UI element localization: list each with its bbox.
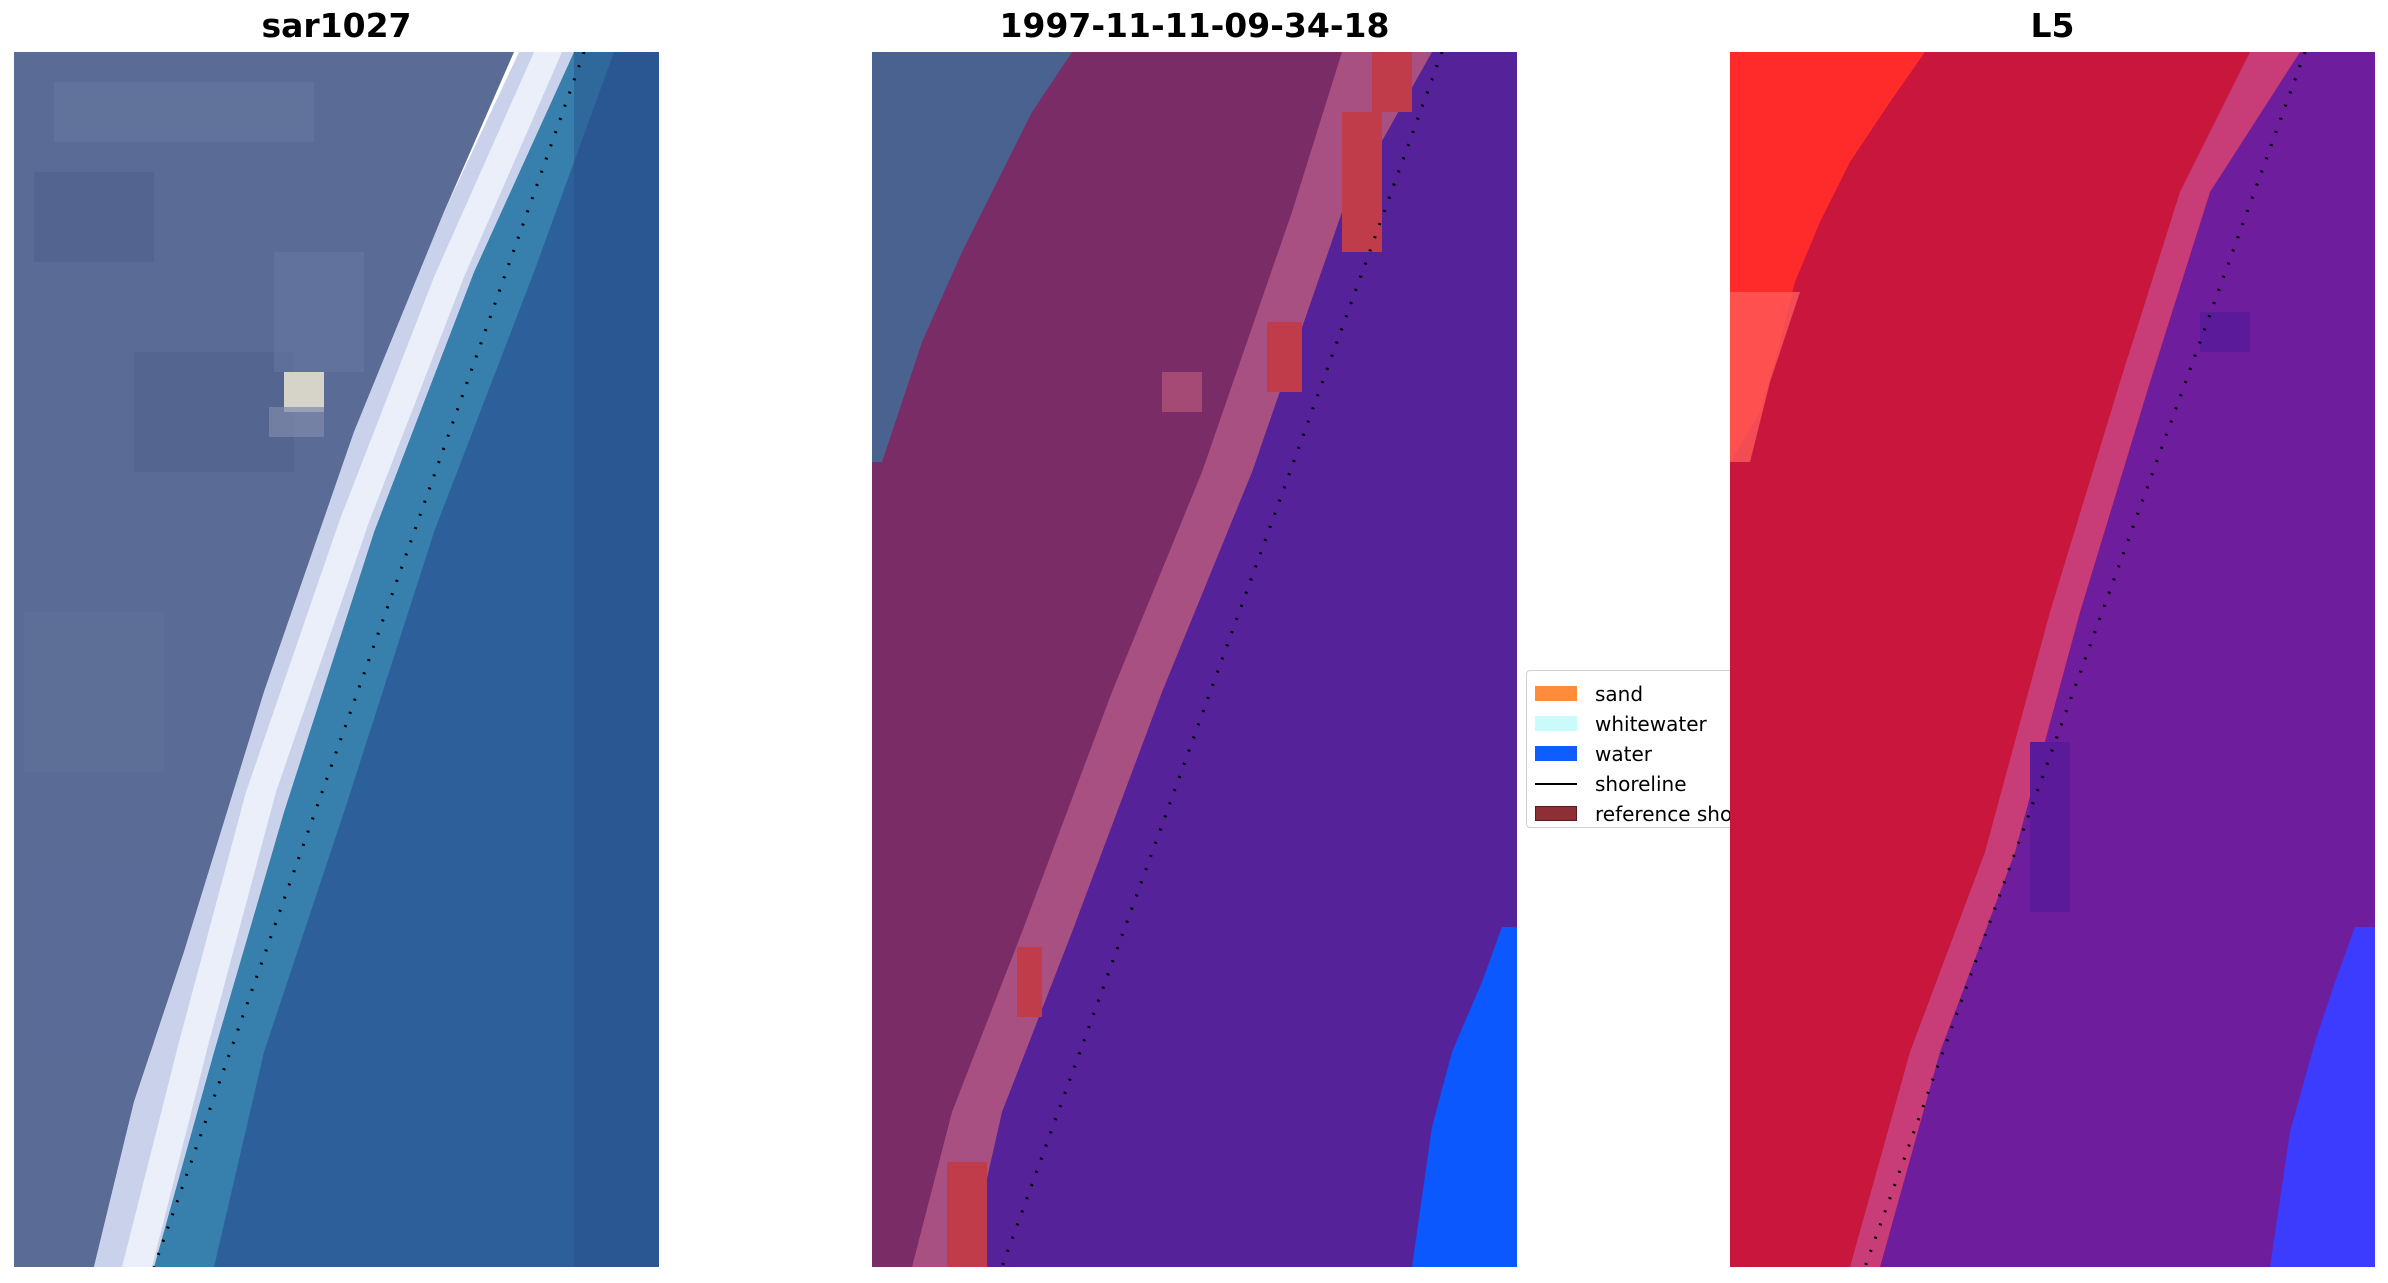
- panel-title-classification: 1997-11-11-09-34-18: [999, 6, 1390, 45]
- legend-item-water: water: [1527, 739, 1745, 769]
- index-panel: [1730, 52, 2375, 1267]
- class-sand-patch-4: [1017, 947, 1042, 1017]
- panel-title-index: L5: [2030, 6, 2075, 45]
- legend-label-sand: sand: [1595, 682, 1644, 706]
- legend-item-reference-shoreline: reference shoreline: [1527, 799, 1745, 827]
- legend-line-shoreline: [1535, 783, 1577, 785]
- class-water-patch: [1412, 927, 1517, 1267]
- legend-item-shoreline: shoreline: [1527, 769, 1745, 799]
- rgb-land-area: [14, 52, 514, 1267]
- legend: sand whitewater water shoreline referenc…: [1526, 670, 1746, 828]
- panel-title-rgb: sar1027: [261, 6, 412, 45]
- class-sand-patch-2: [1342, 112, 1382, 252]
- legend-swatch-reference-shoreline: [1535, 806, 1577, 821]
- class-unclassified-region: [872, 52, 1072, 462]
- index-dark-patch-1: [2200, 312, 2250, 352]
- index-image: [1730, 52, 2375, 1267]
- rgb-image-panel: [14, 52, 659, 1267]
- rgb-image: [14, 52, 659, 1267]
- legend-label-water: water: [1595, 742, 1652, 766]
- class-sand-patch-1: [1372, 52, 1412, 112]
- legend-swatch-whitewater: [1535, 716, 1577, 731]
- rgb-whitewater-band: [94, 52, 574, 1267]
- index-transition-band: [1850, 52, 2300, 1267]
- rgb-sea-area: [154, 52, 659, 1267]
- class-building-patch: [1162, 372, 1202, 412]
- rgb-shoreline: [152, 52, 586, 1267]
- legend-item-sand: sand: [1527, 679, 1745, 709]
- classification-panel: [872, 52, 1517, 1267]
- legend-label-reference-shoreline: reference shoreline: [1595, 802, 1745, 826]
- class-sand-patch-5: [947, 1162, 987, 1267]
- legend-label-shoreline: shoreline: [1595, 772, 1687, 796]
- legend-item-whitewater: whitewater: [1527, 709, 1745, 739]
- index-bright-land-fringe: [1730, 292, 1800, 462]
- legend-swatch-sand: [1535, 686, 1577, 701]
- index-bright-land-region: [1730, 52, 1925, 462]
- legend-label-whitewater: whitewater: [1595, 712, 1707, 736]
- class-sand-patch-3: [1267, 322, 1302, 392]
- classification-image: [872, 52, 1517, 1267]
- legend-swatch-water: [1535, 746, 1577, 761]
- index-dark-patch-2: [2030, 742, 2070, 912]
- index-water-blue-patch: [2270, 927, 2375, 1267]
